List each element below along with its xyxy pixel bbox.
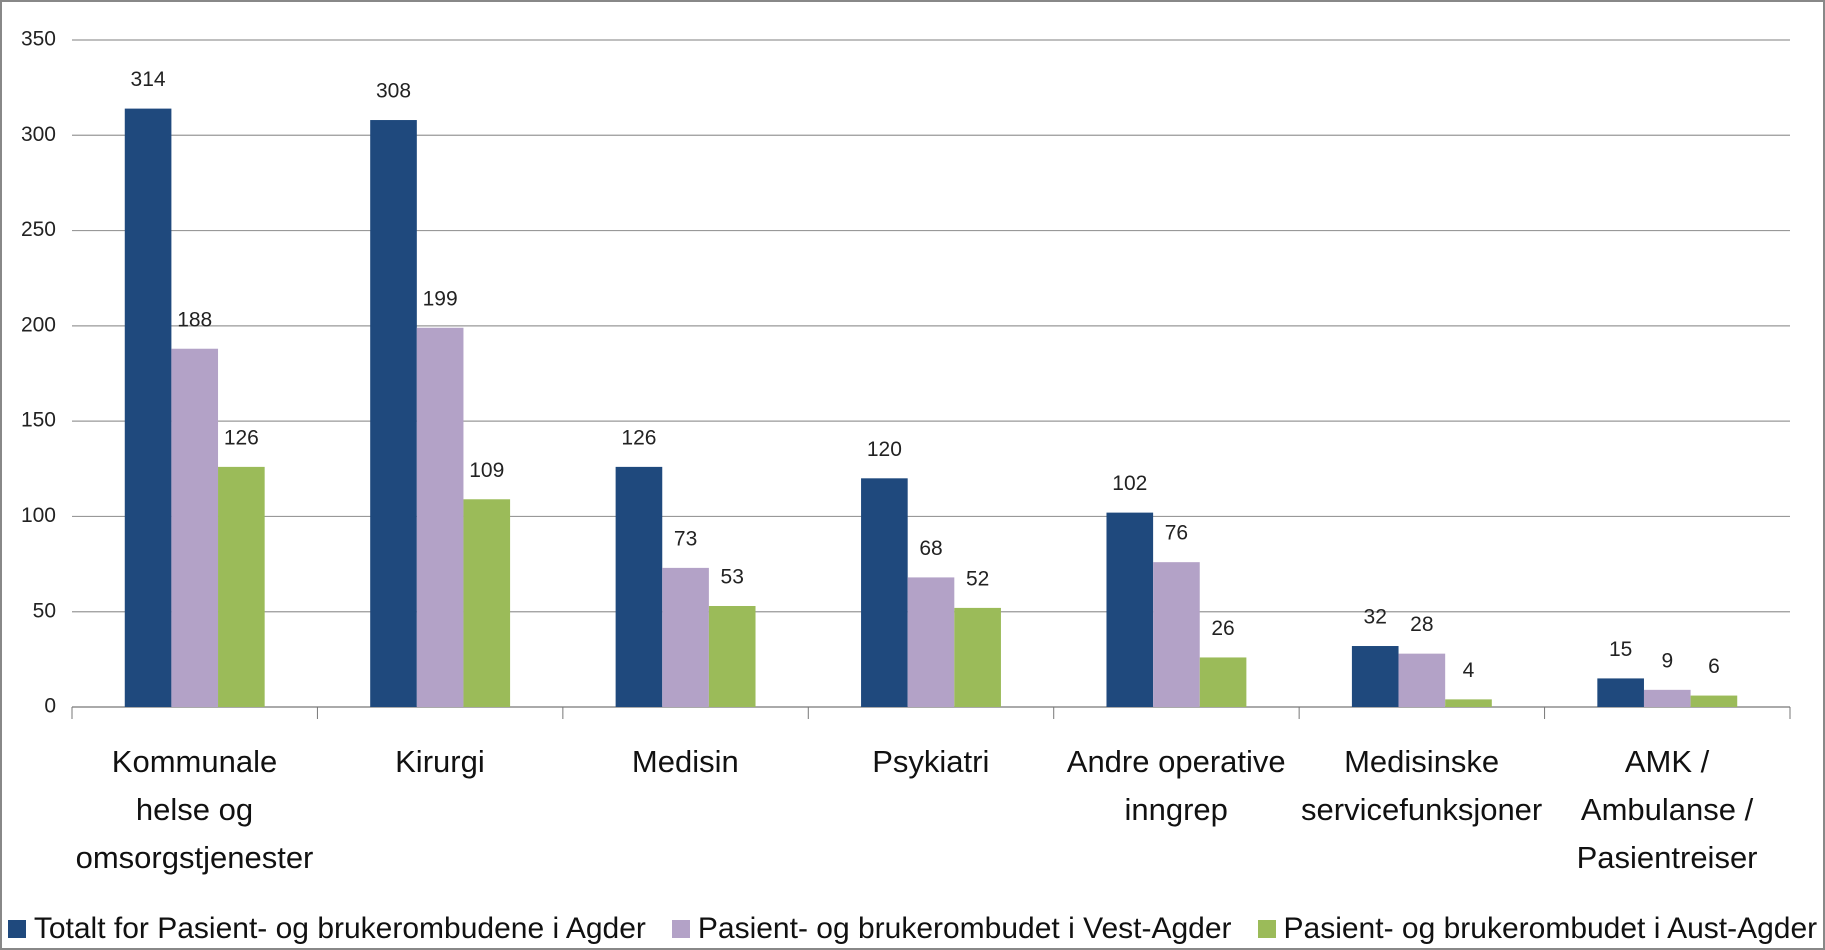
y-tick-label: 300	[21, 123, 56, 146]
data-label: 314	[131, 68, 166, 91]
bar	[907, 577, 955, 707]
data-label: 73	[674, 527, 697, 550]
bar	[708, 605, 756, 707]
y-tick-label: 50	[33, 599, 56, 622]
bar	[1398, 653, 1446, 707]
x-tick-label: Medisin	[631, 744, 739, 779]
data-label: 4	[1463, 659, 1475, 682]
bar	[1643, 689, 1691, 707]
data-label: 53	[721, 566, 744, 589]
legend-item: Pasient- og brukerombudet i Aust-Agder	[1257, 912, 1818, 946]
x-tick-label: Andre operative inngrep	[1066, 744, 1286, 827]
data-label: 9	[1661, 649, 1673, 672]
y-tick-label: 150	[21, 409, 56, 432]
data-label: 188	[177, 308, 212, 331]
data-label: 76	[1165, 522, 1188, 545]
data-label: 126	[621, 426, 656, 449]
bar	[463, 499, 511, 707]
x-tick-label: Psykiatri	[872, 744, 990, 779]
y-tick-label: 350	[21, 28, 56, 51]
data-label: 6	[1708, 655, 1720, 678]
data-label: 126	[224, 426, 259, 449]
bar	[1690, 695, 1738, 707]
y-tick-label: 250	[21, 218, 56, 241]
x-tick-label: AMK / Ambulanse / Pasientreiser	[1576, 744, 1758, 875]
bar	[954, 607, 1001, 707]
data-label: 102	[1112, 472, 1147, 495]
data-label: 199	[423, 287, 458, 310]
y-tick-label: 200	[21, 313, 56, 336]
x-tick-label: Kirurgi	[395, 744, 485, 779]
legend-item: Pasient- og brukerombudet i Vest-Agder	[671, 912, 1232, 946]
data-label: 52	[966, 567, 989, 590]
legend-swatch	[1257, 920, 1276, 938]
legend-label: Pasient- og brukerombudet i Vest-Agder	[697, 912, 1232, 945]
data-label: 26	[1211, 617, 1234, 640]
bar	[1445, 699, 1492, 707]
x-tick-label: Medisinske servicefunksjoner	[1301, 744, 1543, 827]
data-label: 109	[469, 459, 504, 482]
legend-label: Totalt for Pasient- og brukerombudene i …	[33, 912, 646, 945]
bar	[370, 120, 417, 708]
bar	[662, 567, 709, 707]
legend-label: Pasient- og brukerombudet i Aust-Agder	[1283, 912, 1818, 945]
data-label: 15	[1609, 638, 1632, 661]
data-label: 308	[376, 80, 411, 103]
bar	[1597, 678, 1644, 707]
bar	[171, 348, 219, 707]
bar	[1106, 512, 1154, 707]
data-label: 120	[867, 438, 902, 461]
legend-swatch	[7, 920, 26, 938]
y-tick-label: 100	[21, 504, 56, 527]
y-tick-label: 0	[44, 695, 56, 718]
bar	[1351, 646, 1399, 707]
bar	[861, 478, 908, 707]
bar	[1153, 562, 1200, 707]
data-label: 32	[1364, 606, 1387, 629]
legend: Totalt for Pasient- og brukerombudene i …	[0, 912, 1825, 946]
bar	[124, 108, 172, 707]
bar	[615, 466, 663, 707]
data-label: 68	[919, 537, 942, 560]
x-tick-label: Kommunale helse og omsorgstjenester	[75, 744, 314, 875]
bar	[218, 466, 265, 707]
legend-swatch	[671, 920, 690, 938]
bar	[416, 327, 464, 707]
bar	[1199, 657, 1247, 707]
legend-item: Totalt for Pasient- og brukerombudene i …	[7, 912, 646, 946]
data-label: 28	[1410, 613, 1433, 636]
